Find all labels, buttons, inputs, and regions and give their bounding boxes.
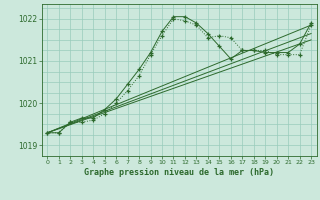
X-axis label: Graphe pression niveau de la mer (hPa): Graphe pression niveau de la mer (hPa) [84,168,274,177]
